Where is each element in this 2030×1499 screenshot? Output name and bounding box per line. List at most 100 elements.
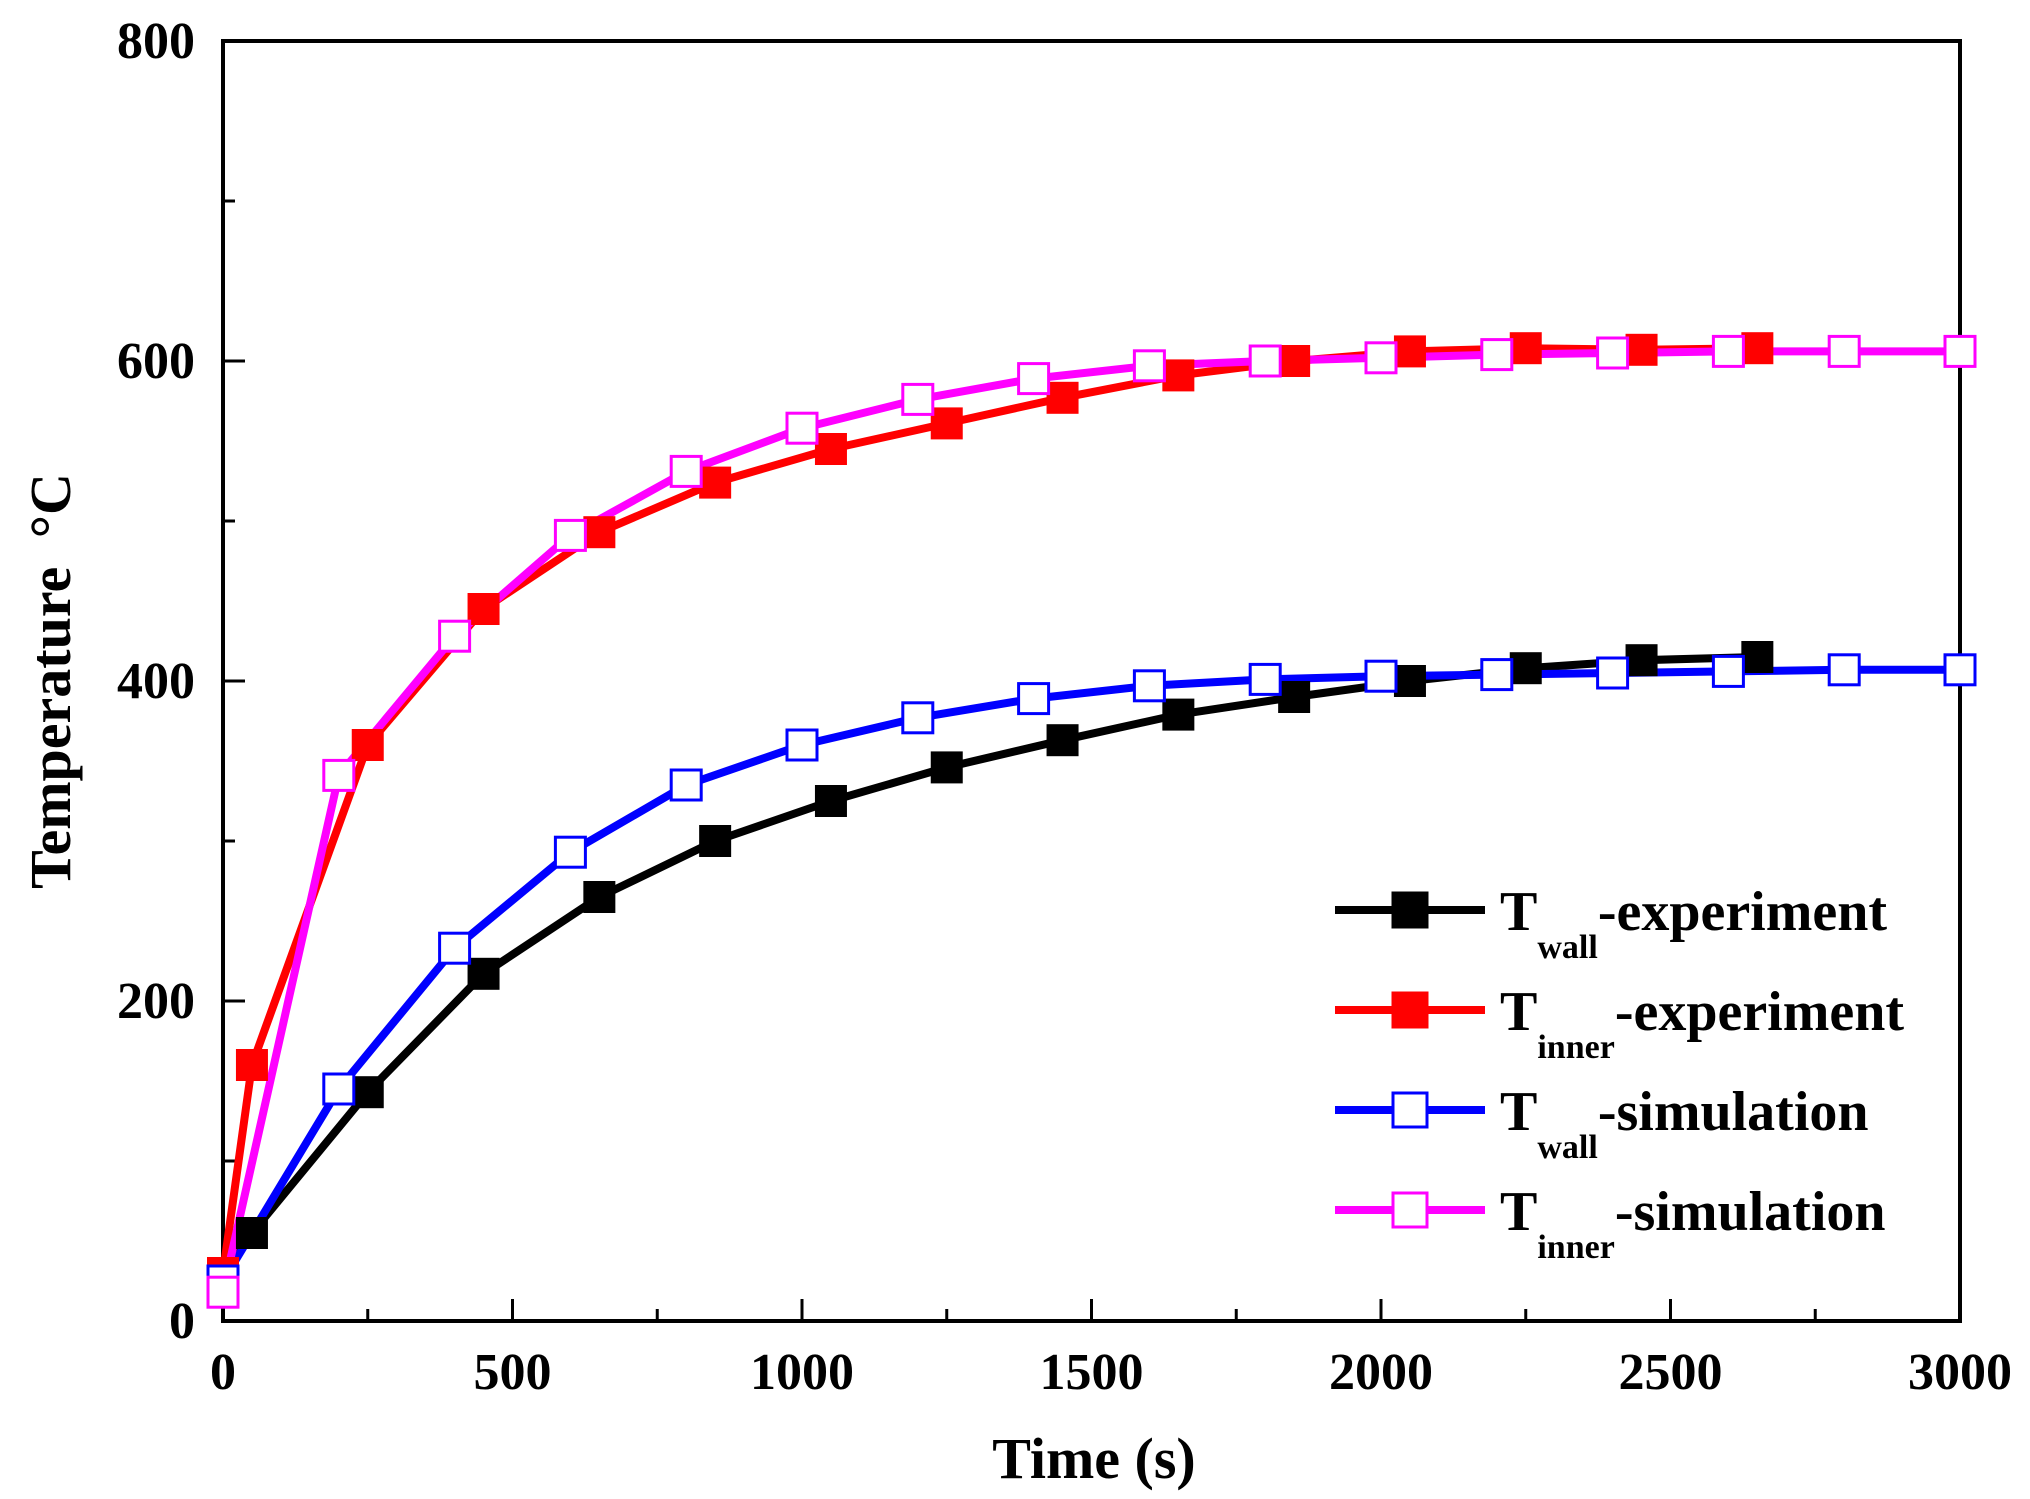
legend-label-subscript: inner (1537, 1029, 1614, 1066)
data-point-series-1 (1046, 381, 1079, 414)
legend-label-main: T (1500, 1081, 1537, 1143)
data-point-series-0 (1162, 698, 1195, 731)
data-point-series-0 (351, 1076, 384, 1109)
y-tick-label: 0 (169, 1293, 195, 1350)
x-tick-label: 3000 (1908, 1344, 2012, 1401)
y-tick-label: 600 (117, 333, 195, 390)
legend-label-suffix: -experiment (1615, 981, 1905, 1043)
data-point-series-2 (901, 701, 935, 735)
legend: Twall-experimentTinner-experimentTwall-s… (1335, 881, 1904, 1266)
legend-label-main: T (1500, 981, 1537, 1043)
data-point-series-1 (814, 433, 847, 465)
legend-label: Twall-experiment (1500, 881, 1887, 966)
data-point-series-0 (814, 785, 847, 817)
data-point-series-3 (1248, 344, 1282, 378)
legend-label: Tinner-experiment (1500, 981, 1904, 1066)
series-line-2 (219, 665, 1960, 1284)
legend-swatch-marker (1391, 891, 1429, 929)
data-point-series-2 (553, 835, 587, 869)
data-point-series-2 (1017, 682, 1051, 716)
data-point-series-2 (1364, 659, 1398, 693)
data-point-series-3 (438, 619, 472, 653)
data-point-series-1 (1393, 335, 1426, 368)
data-point-series-2 (1943, 653, 1977, 687)
data-point-series-2 (1248, 662, 1282, 696)
data-point-series-3 (553, 518, 587, 552)
data-point-series-1 (1741, 332, 1774, 365)
axis-ticks (221, 39, 1962, 1323)
legend-swatch-marker (1391, 991, 1429, 1029)
data-point-series-3 (322, 758, 356, 792)
data-point-series-0 (930, 751, 963, 784)
data-point-series-0 (1625, 644, 1658, 677)
data-point-series-2 (785, 728, 819, 762)
x-axis-title: Time (s) (992, 1426, 1196, 1491)
y-axis-title-group: Temperature °C (18, 473, 83, 889)
data-point-series-1 (699, 466, 732, 499)
data-point-series-0 (1509, 652, 1542, 685)
legend-label-subscript: wall (1537, 929, 1597, 966)
data-point-series-3 (1711, 334, 1745, 368)
legend-label-subscript: inner (1537, 1229, 1614, 1266)
y-axis-title: Temperature (18, 567, 83, 889)
y-tick-label: 400 (117, 653, 195, 710)
data-point-series-3 (1017, 362, 1051, 396)
series-markers (206, 332, 1977, 1309)
data-point-series-2 (669, 768, 703, 802)
legend-label-main: T (1500, 881, 1537, 943)
data-point-series-1 (1509, 332, 1542, 365)
data-point-series-0 (1046, 724, 1079, 757)
data-point-series-2 (1132, 669, 1166, 703)
series-line-3 (219, 347, 1960, 1294)
legend-label: Twall-simulation (1500, 1081, 1869, 1166)
data-point-series-2 (1596, 656, 1630, 690)
y-tick-label: 800 (117, 13, 195, 70)
data-point-series-1 (235, 1049, 268, 1081)
data-point-series-1 (467, 593, 500, 625)
data-point-series-0 (235, 1217, 268, 1249)
legend-label-suffix: -experiment (1598, 881, 1888, 943)
legend-label-main: T (1500, 1181, 1537, 1243)
data-point-series-0 (1278, 681, 1311, 713)
data-point-series-3 (1480, 338, 1514, 372)
data-point-series-1 (1278, 345, 1311, 377)
data-point-series-3 (1943, 334, 1977, 368)
legend-swatch-marker (1391, 1091, 1429, 1129)
data-point-series-2 (1480, 658, 1514, 692)
data-point-series-2 (1827, 653, 1861, 687)
y-axis-unit: °C (18, 473, 83, 538)
data-point-series-1 (1162, 359, 1195, 392)
data-point-series-3 (785, 411, 819, 445)
legend-swatch-marker (1391, 1191, 1429, 1229)
x-tick-label: 2500 (1619, 1344, 1723, 1401)
data-point-series-1 (351, 729, 384, 761)
data-point-series-0 (1741, 641, 1774, 673)
data-point-series-2 (1711, 654, 1745, 688)
x-tick-label: 1500 (1040, 1344, 1144, 1401)
legend-label: Tinner-simulation (1500, 1181, 1886, 1266)
data-point-series-1 (930, 407, 963, 440)
series-lines (219, 344, 1960, 1294)
data-point-series-3 (669, 454, 703, 488)
legend-label-subscript: wall (1537, 1129, 1597, 1166)
data-point-series-3 (1364, 341, 1398, 375)
x-tick-label: 500 (474, 1344, 552, 1401)
data-point-series-0 (1393, 665, 1426, 697)
x-tick-label: 0 (210, 1344, 236, 1401)
data-point-series-1 (1625, 333, 1658, 366)
x-tick-label: 1000 (750, 1344, 854, 1401)
data-point-series-3 (901, 382, 935, 416)
y-tick-label: 200 (117, 973, 195, 1030)
svg-text:Temperature °C: Temperature °C (18, 473, 83, 889)
data-point-series-3 (1827, 334, 1861, 368)
data-point-series-0 (699, 825, 732, 857)
tick-labels: 0 500 1000 1500 2000 2500 3000 0 200 400 600 800 (117, 13, 2012, 1401)
legend-label-suffix: -simulation (1598, 1081, 1869, 1143)
data-point-series-0 (467, 957, 500, 990)
data-point-series-1 (583, 516, 616, 549)
data-point-series-3 (1596, 336, 1630, 370)
data-point-series-0 (583, 881, 616, 913)
legend-label-suffix: -simulation (1615, 1181, 1886, 1243)
data-point-series-3 (206, 1275, 240, 1309)
